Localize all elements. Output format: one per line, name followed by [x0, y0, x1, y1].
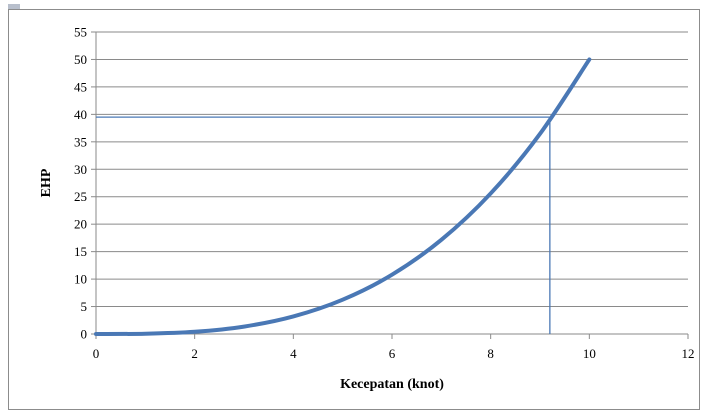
window-corner-mark: [8, 4, 20, 9]
x-tick-label-4: 4: [290, 346, 297, 361]
y-tick-label-35: 35: [74, 134, 87, 149]
x-tick-label-0: 0: [93, 346, 100, 361]
y-tick-label-45: 45: [74, 79, 87, 94]
x-tick-label-10: 10: [583, 346, 596, 361]
x-tick-label-2: 2: [191, 346, 198, 361]
y-tick-label-0: 0: [81, 327, 88, 342]
y-tick-label-30: 30: [74, 162, 87, 177]
chart-frame: [8, 9, 700, 410]
y-tick-label-10: 10: [74, 272, 87, 287]
x-tick-label-8: 8: [487, 346, 494, 361]
reference-lines: [96, 116, 551, 334]
y-axis-title: EHP: [39, 168, 54, 197]
y-tick-label-15: 15: [74, 244, 87, 259]
series-layer: [94, 57, 592, 336]
x-axis-title: Kecepatan (knot): [340, 377, 444, 392]
x-tick-label-6: 6: [389, 346, 396, 361]
grid-lines: [91, 31, 689, 339]
series-line-ehp: [94, 57, 592, 336]
y-tick-label-25: 25: [74, 189, 87, 204]
y-tick-label-5: 5: [81, 299, 88, 314]
y-tick-labels: 0 5 10 15 20 25 30 35 40 45 50 55: [74, 25, 87, 342]
y-tick-label-55: 55: [74, 25, 87, 40]
y-tick-label-50: 50: [74, 52, 87, 67]
y-tick-label-40: 40: [74, 107, 87, 122]
y-tick-label-20: 20: [74, 217, 87, 232]
x-tick-label-12: 12: [682, 346, 695, 361]
x-tick-labels: 0 2 4 6 8 10 12: [93, 346, 695, 361]
